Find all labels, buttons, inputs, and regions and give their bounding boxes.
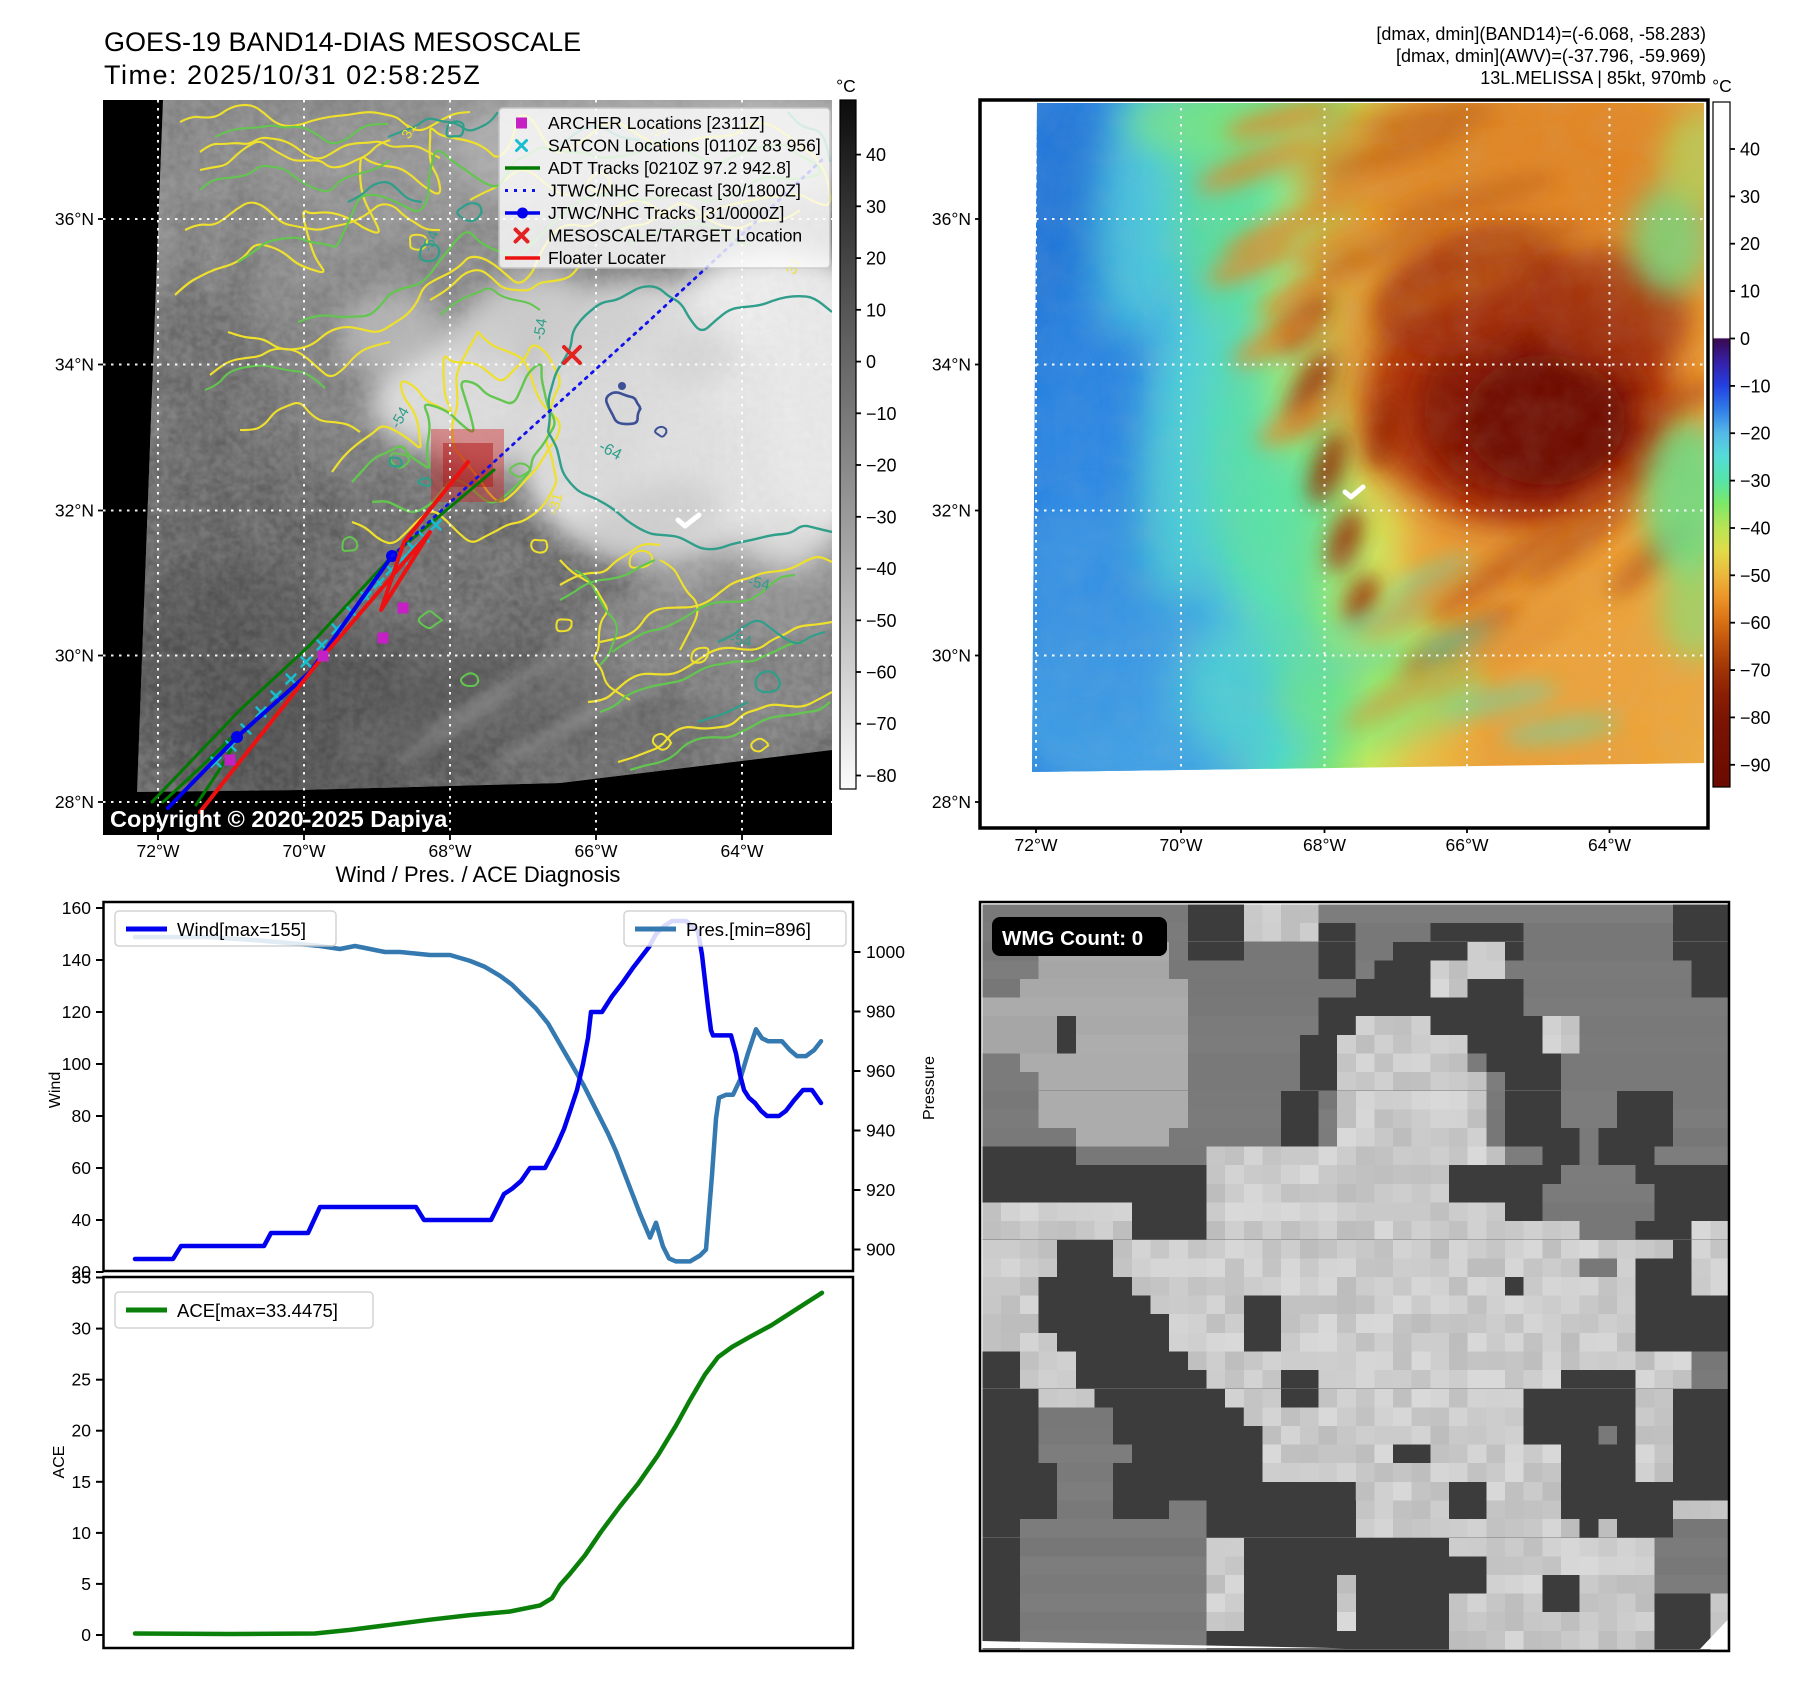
- svg-text:WMG Count: 0: WMG Count: 0: [1002, 927, 1143, 950]
- svg-text:−60: −60: [866, 663, 897, 683]
- svg-text:ADT Tracks [0210Z 97.2 942.8]: ADT Tracks [0210Z 97.2 942.8]: [548, 158, 791, 178]
- svg-text:Pres.[min=896]: Pres.[min=896]: [686, 919, 811, 940]
- svg-text:40: 40: [1740, 140, 1760, 160]
- svg-text:68°W: 68°W: [1303, 835, 1346, 855]
- svg-text:JTWC/NHC Forecast [30/1800Z]: JTWC/NHC Forecast [30/1800Z]: [548, 181, 801, 201]
- svg-text:−40: −40: [1740, 518, 1771, 538]
- svg-text:34°N: 34°N: [932, 355, 971, 375]
- svg-text:68°W: 68°W: [429, 841, 472, 861]
- svg-text:ARCHER Locations [2311Z]: ARCHER Locations [2311Z]: [548, 113, 765, 133]
- svg-text:[dmax, dmin](AWV)=(-37.796, -5: [dmax, dmin](AWV)=(-37.796, -59.969): [1396, 46, 1706, 66]
- svg-text:0: 0: [1740, 329, 1750, 349]
- svg-text:GOES-19 BAND14-DIAS MESOSCALE: GOES-19 BAND14-DIAS MESOSCALE: [104, 27, 581, 57]
- svg-text:−60: −60: [1740, 613, 1771, 633]
- svg-text:15: 15: [72, 1472, 91, 1492]
- svg-text:Pressure: Pressure: [921, 1056, 938, 1120]
- svg-text:−50: −50: [866, 611, 897, 631]
- svg-text:20: 20: [72, 1262, 92, 1282]
- svg-text:Wind / Pres. / ACE Diagnosis: Wind / Pres. / ACE Diagnosis: [336, 862, 621, 887]
- svg-text:920: 920: [866, 1180, 895, 1200]
- svg-text:ACE[max=33.4475]: ACE[max=33.4475]: [177, 1300, 338, 1321]
- svg-text:25: 25: [72, 1370, 91, 1390]
- svg-text:940: 940: [866, 1121, 895, 1141]
- svg-text:MESOSCALE/TARGET Location: MESOSCALE/TARGET Location: [548, 226, 802, 246]
- svg-text:64°W: 64°W: [721, 841, 764, 861]
- svg-text:SATCON Locations [0110Z 83 956: SATCON Locations [0110Z 83 956]: [548, 136, 821, 156]
- svg-text:°C: °C: [836, 76, 856, 96]
- svg-text:30°N: 30°N: [932, 646, 971, 666]
- svg-text:20: 20: [1740, 234, 1760, 254]
- svg-text:−40: −40: [866, 559, 897, 579]
- svg-text:120: 120: [62, 1002, 91, 1022]
- svg-text:28°N: 28°N: [55, 792, 94, 812]
- svg-text:20: 20: [72, 1421, 92, 1441]
- svg-text:10: 10: [866, 300, 886, 320]
- svg-text:[dmax, dmin](BAND14)=(-6.068,: [dmax, dmin](BAND14)=(-6.068, -58.283): [1376, 24, 1706, 44]
- svg-text:28°N: 28°N: [932, 792, 971, 812]
- svg-text:900: 900: [866, 1240, 895, 1260]
- svg-text:-54: -54: [530, 317, 551, 341]
- svg-text:31: 31: [398, 120, 420, 142]
- svg-text:Wind[max=155]: Wind[max=155]: [177, 919, 306, 940]
- svg-text:ACE: ACE: [51, 1446, 68, 1479]
- svg-text:Copyright © 2020-2025 Dapiya: Copyright © 2020-2025 Dapiya: [110, 806, 448, 832]
- svg-text:−30: −30: [866, 507, 897, 527]
- svg-text:36°N: 36°N: [55, 209, 94, 229]
- svg-text:Time: 2025/10/31 02:58:25Z: Time: 2025/10/31 02:58:25Z: [104, 60, 481, 90]
- svg-text:13L.MELISSA | 85kt, 970mb: 13L.MELISSA | 85kt, 970mb: [1480, 68, 1706, 88]
- svg-text:66°W: 66°W: [575, 841, 618, 861]
- svg-text:36°N: 36°N: [932, 209, 971, 229]
- svg-text:−90: −90: [1740, 755, 1771, 775]
- svg-text:40: 40: [72, 1210, 92, 1230]
- svg-text:30: 30: [866, 197, 886, 217]
- svg-text:−50: −50: [1740, 566, 1771, 586]
- svg-text:30: 30: [72, 1319, 92, 1339]
- svg-text:34°N: 34°N: [55, 355, 94, 375]
- svg-text:100: 100: [62, 1054, 91, 1074]
- svg-text:1000: 1000: [866, 942, 905, 962]
- svg-text:72°W: 72°W: [1015, 835, 1058, 855]
- svg-text:-54: -54: [747, 573, 772, 594]
- svg-text:Wind: Wind: [47, 1072, 64, 1108]
- svg-text:60: 60: [72, 1158, 92, 1178]
- svg-text:−20: −20: [866, 456, 897, 476]
- svg-text:70°W: 70°W: [283, 841, 326, 861]
- svg-text:140: 140: [62, 950, 91, 970]
- svg-text:−70: −70: [1740, 661, 1771, 681]
- svg-text:30°N: 30°N: [55, 646, 94, 666]
- svg-text:980: 980: [866, 1002, 895, 1022]
- svg-text:°C: °C: [1712, 76, 1732, 96]
- svg-text:10: 10: [72, 1523, 92, 1543]
- svg-text:30: 30: [1740, 187, 1760, 207]
- svg-text:64°W: 64°W: [1588, 835, 1631, 855]
- svg-text:Floater Locater: Floater Locater: [548, 248, 666, 268]
- svg-text:0: 0: [81, 1625, 91, 1645]
- svg-text:10: 10: [1740, 282, 1760, 302]
- svg-text:-54: -54: [729, 630, 753, 651]
- svg-text:5: 5: [81, 1574, 91, 1594]
- svg-text:−10: −10: [1740, 376, 1771, 396]
- svg-text:0: 0: [866, 352, 876, 372]
- svg-text:−10: −10: [866, 404, 897, 424]
- svg-text:−20: −20: [1740, 424, 1771, 444]
- svg-text:72°W: 72°W: [137, 841, 180, 861]
- svg-text:−30: −30: [1740, 471, 1771, 491]
- svg-text:160: 160: [62, 898, 91, 918]
- svg-text:−70: −70: [866, 714, 897, 734]
- svg-text:-54: -54: [419, 228, 442, 254]
- svg-text:−80: −80: [866, 766, 897, 786]
- svg-text:JTWC/NHC Tracks [31/0000Z]: JTWC/NHC Tracks [31/0000Z]: [548, 203, 784, 223]
- svg-text:66°W: 66°W: [1446, 835, 1489, 855]
- svg-text:40: 40: [866, 145, 886, 165]
- svg-text:960: 960: [866, 1061, 895, 1081]
- svg-text:20: 20: [866, 249, 886, 269]
- svg-text:32°N: 32°N: [932, 501, 971, 521]
- svg-text:35: 35: [72, 1268, 91, 1288]
- svg-text:35: 35: [72, 1268, 91, 1288]
- svg-text:32°N: 32°N: [55, 501, 94, 521]
- svg-text:−80: −80: [1740, 708, 1771, 728]
- svg-text:80: 80: [72, 1106, 92, 1126]
- svg-text:70°W: 70°W: [1160, 835, 1203, 855]
